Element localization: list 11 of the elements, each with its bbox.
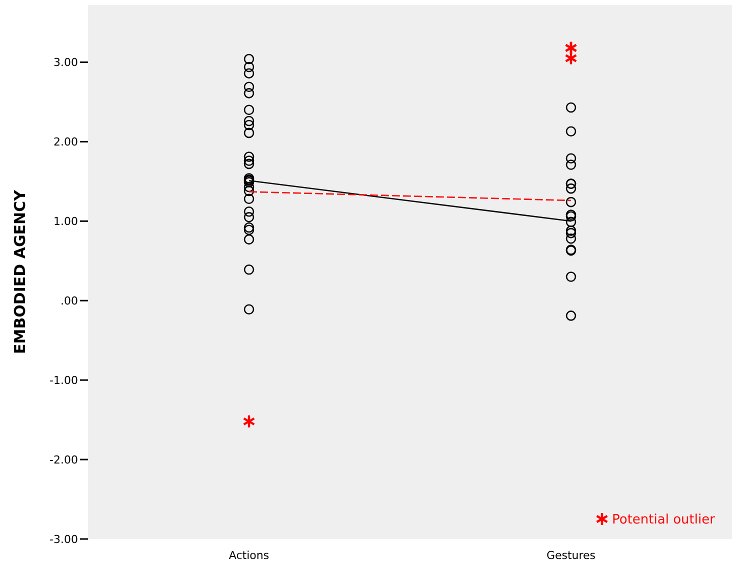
x-tick-label: Actions <box>228 549 270 562</box>
y-tick-label: .00 <box>60 294 78 308</box>
y-tick-label: -2.00 <box>50 453 78 466</box>
legend-label: Potential outlier <box>612 512 716 528</box>
y-tick-label: -1.00 <box>50 374 78 387</box>
x-tick-label: Gestures <box>546 549 596 562</box>
y-tick-label: 3.00 <box>54 56 78 70</box>
y-tick-label: -3.00 <box>50 532 78 546</box>
y-tick-label: 2.00 <box>54 136 78 149</box>
y-tick-label: 1.00 <box>54 214 78 228</box>
y-axis-title: EMBODIED AGENCY <box>11 188 29 354</box>
